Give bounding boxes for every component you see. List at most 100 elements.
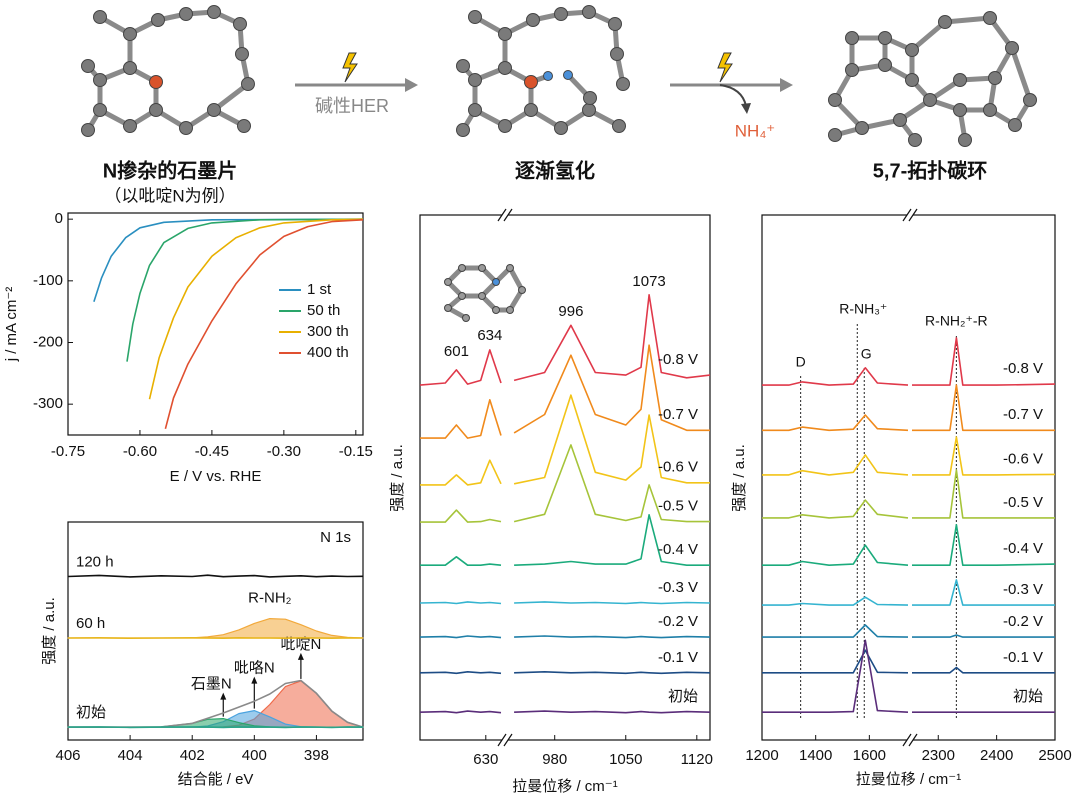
x-tick-label: 400 bbox=[242, 747, 267, 764]
bond bbox=[212, 82, 250, 112]
legend-label: 1 st bbox=[307, 281, 332, 298]
axis-break bbox=[908, 733, 918, 747]
arrow-head bbox=[780, 78, 793, 92]
atom bbox=[458, 264, 466, 272]
series-label: -0.3 V bbox=[1003, 581, 1043, 598]
x-tick-label: -0.75 bbox=[51, 443, 85, 460]
y-tick-label: 0 bbox=[55, 210, 63, 227]
line bbox=[514, 635, 711, 639]
x-tick-label: -0.45 bbox=[195, 443, 229, 460]
x-tick-label: 630 bbox=[473, 751, 498, 768]
series-label: 初始 bbox=[668, 688, 698, 705]
atom bbox=[526, 13, 540, 27]
axis-break bbox=[908, 208, 918, 222]
series-label: 吡啶N bbox=[280, 636, 321, 653]
axis-break bbox=[497, 208, 507, 222]
series-label: -0.5 V bbox=[1003, 494, 1043, 511]
panel-title: N 1s bbox=[320, 529, 351, 546]
x-tick-label: 402 bbox=[180, 747, 205, 764]
atom bbox=[462, 314, 470, 322]
atom bbox=[478, 264, 486, 272]
atom bbox=[953, 73, 967, 87]
x-tick-label: -0.60 bbox=[123, 443, 157, 460]
series-label: 初始 bbox=[76, 704, 106, 721]
atom bbox=[149, 75, 163, 89]
series-label: 吡咯N bbox=[234, 660, 275, 677]
stage-label: 5,7-拓扑碳环 bbox=[873, 158, 987, 182]
atom bbox=[458, 292, 466, 300]
series-label: -0.8 V bbox=[658, 351, 698, 368]
bond bbox=[910, 20, 947, 52]
atom bbox=[958, 133, 972, 147]
atom bbox=[878, 58, 892, 72]
atom bbox=[828, 128, 842, 142]
line bbox=[912, 384, 1055, 432]
series-label: -0.8 V bbox=[1003, 360, 1043, 377]
annotation: G bbox=[861, 346, 872, 362]
line bbox=[420, 459, 502, 486]
axis-break bbox=[497, 733, 507, 747]
atom bbox=[151, 13, 165, 27]
bond bbox=[944, 15, 991, 25]
line bbox=[513, 444, 710, 523]
peak-label: 1073 bbox=[632, 273, 665, 290]
line bbox=[514, 671, 711, 675]
line bbox=[762, 544, 909, 566]
plot-frame bbox=[419, 214, 711, 741]
bond bbox=[507, 266, 525, 292]
line bbox=[912, 579, 1055, 606]
x-tick-label: 1600 bbox=[853, 747, 886, 764]
line bbox=[912, 469, 1055, 519]
atom bbox=[1005, 41, 1019, 55]
atom bbox=[492, 306, 500, 314]
atom bbox=[582, 5, 596, 19]
line bbox=[420, 509, 502, 523]
series-label: -0.5 V bbox=[658, 498, 698, 515]
atom bbox=[123, 27, 137, 41]
y-axis-label: 强度 / a.u. bbox=[389, 444, 406, 512]
annotation: R-NH₂⁺-R bbox=[925, 313, 988, 329]
atom bbox=[563, 70, 573, 80]
series-label: -0.3 V bbox=[658, 579, 698, 596]
label-arrow-head bbox=[297, 652, 304, 660]
schematic bbox=[81, 5, 1037, 322]
x-tick-label: 2400 bbox=[980, 747, 1013, 764]
line bbox=[126, 218, 364, 362]
line bbox=[912, 634, 1055, 638]
stage-note: （以吡啶N为例） bbox=[104, 186, 235, 205]
atom bbox=[905, 73, 919, 87]
stage-label: 逐渐氢化 bbox=[515, 158, 595, 182]
peak-label: 634 bbox=[477, 327, 502, 344]
atom bbox=[554, 7, 568, 21]
atom bbox=[456, 123, 470, 137]
axis-break-gap bbox=[502, 212, 508, 218]
atom bbox=[498, 61, 512, 75]
process-label: 碱性HER bbox=[315, 96, 389, 116]
x-tick-label: 1200 bbox=[745, 747, 778, 764]
series-label: 60 h bbox=[76, 615, 105, 632]
x-tick-label: 1050 bbox=[609, 751, 642, 768]
line bbox=[514, 601, 711, 605]
atom bbox=[444, 278, 452, 286]
y-axis-label: j / mA cm⁻² bbox=[3, 287, 20, 363]
atom bbox=[582, 103, 596, 117]
atom bbox=[988, 71, 1002, 85]
atom bbox=[498, 119, 512, 133]
atom bbox=[444, 304, 452, 312]
series-label: -0.7 V bbox=[658, 406, 698, 423]
x-tick-label: -0.30 bbox=[267, 443, 301, 460]
atom bbox=[81, 123, 95, 137]
line bbox=[762, 414, 909, 432]
axis-break-gap bbox=[907, 212, 913, 218]
x-axis-label: 拉曼位移 / cm⁻¹ bbox=[856, 771, 961, 788]
atom bbox=[554, 121, 568, 135]
atom bbox=[456, 59, 470, 73]
axis-break-gap bbox=[907, 737, 913, 743]
atom bbox=[506, 306, 514, 314]
line bbox=[67, 726, 364, 729]
series-label: -0.4 V bbox=[1003, 540, 1043, 557]
atom bbox=[506, 264, 514, 272]
peak-label: 601 bbox=[444, 343, 469, 360]
arrow-head bbox=[741, 103, 751, 114]
atom bbox=[938, 15, 952, 29]
